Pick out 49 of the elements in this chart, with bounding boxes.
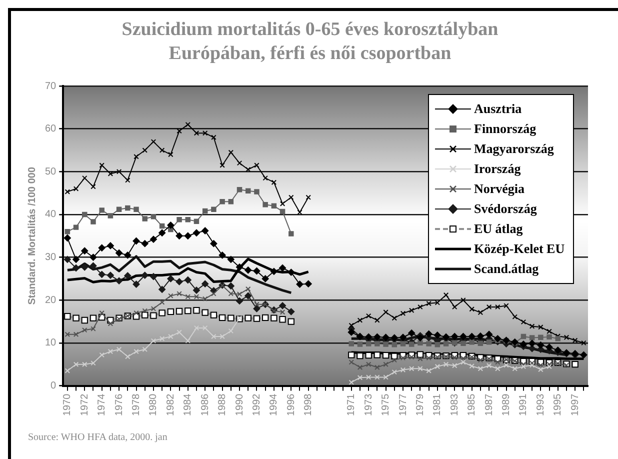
source-note: Source: WHO HFA data, 2000. jan <box>28 432 168 443</box>
legend-label: Norvégia <box>474 181 525 197</box>
y-tick-label: 30 <box>45 252 57 264</box>
y-tick-label: 0 <box>50 380 57 392</box>
x-tick-label: 1992 <box>251 393 262 416</box>
y-axis-title: Standard. Mortalitás /100 000 <box>26 166 38 305</box>
y-tick-label: 10 <box>45 338 57 349</box>
x-tick-label: 1971 <box>346 393 358 416</box>
x-tick-label: 1974 <box>96 393 108 416</box>
chart-title: Szuicidium mortalitás 0-65 éves korosztályban Európában, férfi és női csoportban <box>120 18 500 66</box>
x-tick-label: 1993 <box>535 393 546 416</box>
x-tick-label: 1987 <box>484 393 495 416</box>
x-tick-label: 1973 <box>363 393 374 416</box>
x-tick-label: 1990 <box>234 393 246 416</box>
x-tick-label: 1983 <box>449 393 460 416</box>
x-tick-label: 1970 <box>62 393 74 416</box>
x-tick-label: 1984 <box>182 393 194 416</box>
x-tick-label: 1985 <box>466 393 478 416</box>
x-tick-label: 1980 <box>148 393 160 416</box>
y-tick-label: 60 <box>45 124 57 135</box>
x-tick-label: 1986 <box>200 393 211 416</box>
legend-label: Közép-Kelet EU <box>474 241 565 257</box>
legend-label: Ausztria <box>474 101 522 117</box>
x-tick-label: 1972 <box>79 393 90 416</box>
x-tick-label: 1979 <box>414 393 426 416</box>
x-tick-label: 1988 <box>217 393 228 416</box>
legend-label: EU átlag <box>474 221 523 237</box>
y-tick-label: 70 <box>45 80 57 92</box>
x-tick-label: 1997 <box>570 393 581 416</box>
x-tick-label: 1976 <box>114 393 125 416</box>
x-tick-label: 1996 <box>286 393 297 416</box>
legend-label: Svédország <box>474 201 537 217</box>
x-tick-label: 1994 <box>268 393 280 416</box>
legend-label: Scand.átlag <box>474 261 539 277</box>
legend-label: Irország <box>474 161 521 177</box>
x-tick-label: 1995 <box>552 393 564 416</box>
y-tick-label: 20 <box>45 294 57 306</box>
x-tick-label: 1989 <box>501 393 512 416</box>
x-tick-label: 1998 <box>303 393 314 416</box>
x-tick-label: 1975 <box>380 393 392 416</box>
x-tick-label: 1978 <box>131 393 142 416</box>
x-tick-label: 1982 <box>165 393 176 416</box>
y-tick-label: 50 <box>45 166 57 178</box>
x-tick-label: 1981 <box>432 393 444 416</box>
legend-label: Magyarország <box>474 141 554 157</box>
y-tick-label: 40 <box>45 209 57 220</box>
legend-label: Finnország <box>474 121 536 137</box>
x-tick-label: 1977 <box>398 393 409 416</box>
x-tick-label: 1991 <box>518 393 530 416</box>
